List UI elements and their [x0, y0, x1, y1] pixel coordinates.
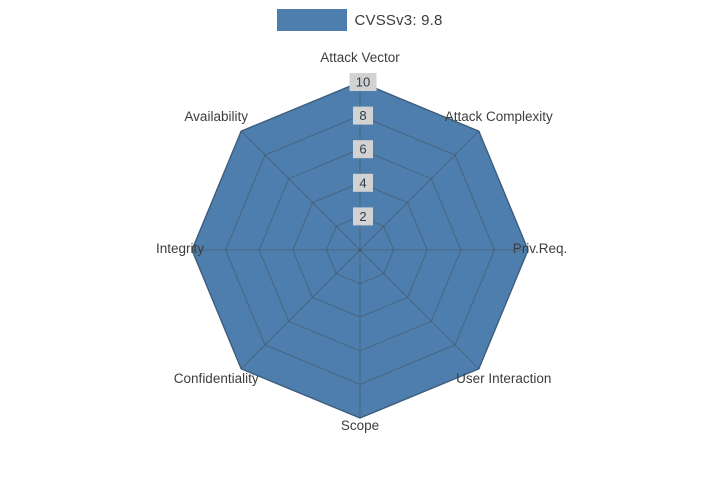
tick-chip: [353, 173, 373, 192]
tick-chip: [353, 140, 373, 159]
legend: CVSSv3: 9.8: [0, 9, 720, 31]
axis-label-integrity: Integrity: [156, 241, 204, 256]
tick-chip: [349, 73, 377, 91]
series-polygon: [191, 81, 529, 419]
grid-ring: [325, 215, 395, 285]
tick-label: 2: [359, 209, 366, 224]
grid-ring: [191, 81, 529, 419]
grid-ring: [258, 148, 462, 352]
legend-label: CVSSv3: 9.8: [354, 11, 443, 29]
tick-label: 6: [359, 142, 366, 157]
axis-label-priv-req: Priv.Req.: [513, 241, 568, 256]
tick-chip: [353, 207, 373, 226]
axis-label-confidentiality: Confidentiality: [174, 371, 259, 386]
grid-ring: [292, 182, 428, 318]
grid-ring: [225, 115, 495, 385]
axis-label-availability: Availability: [184, 109, 248, 124]
axis-label-user-interaction: User Interaction: [456, 371, 551, 386]
grid-spoke: [359, 249, 480, 370]
legend-swatch: [277, 9, 348, 31]
grid-spoke: [240, 249, 361, 370]
tick-label: 4: [359, 175, 366, 190]
tick-chip: [353, 106, 373, 125]
axis-label-attack-vector: Attack Vector: [320, 50, 400, 65]
axis-label-scope: Scope: [341, 418, 379, 433]
grid-spoke: [359, 130, 480, 251]
tick-label: 8: [359, 108, 366, 123]
grid-spoke: [240, 130, 361, 251]
tick-label: 10: [356, 75, 370, 90]
axis-label-attack-complexity: Attack Complexity: [445, 109, 553, 124]
